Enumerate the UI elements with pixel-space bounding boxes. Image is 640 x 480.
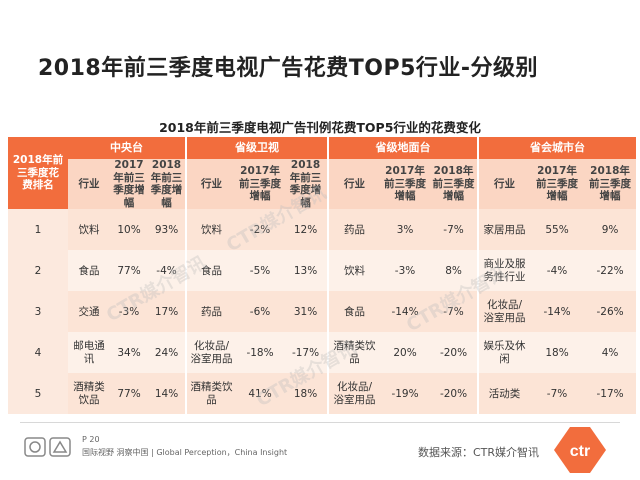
industry-cell: 娱乐及休闲 — [477, 332, 531, 374]
rank-cell: 3 — [8, 291, 68, 333]
growth-2017-cell: -7% — [546, 387, 568, 400]
rank-cell: 1 — [8, 209, 68, 251]
growth-2017-cell: 77% — [117, 387, 141, 400]
growth-2018-cell: 12% — [293, 223, 318, 236]
growth-2018-cell: 14% — [154, 387, 179, 400]
certification-badges-icon — [24, 437, 71, 457]
industry-cell: 食品 — [185, 250, 237, 292]
table-row: 4 邮电通讯 34% 24% 化妆品/浴室用品 -18% -17% 酒精类饮品 20% -20% 娱… — [8, 332, 637, 374]
growth-2018-cell: 31% — [293, 305, 318, 318]
growth-2017-cell: -5% — [249, 264, 271, 277]
growth-2017-cell: -3% — [394, 264, 416, 277]
growth-2018-cell: 9% — [601, 223, 619, 236]
industry-cell: 食品 — [78, 264, 100, 277]
growth-2017-cell: -18% — [246, 346, 274, 359]
growth-2017-cell: -3% — [118, 305, 140, 318]
growth-2017-cell: 3% — [396, 223, 414, 236]
growth-2018-cell: 4% — [601, 346, 619, 359]
subheader-industry: 行业 — [327, 159, 381, 210]
growth-2017-cell: -2% — [249, 223, 271, 236]
subheader-2018-growth: 2018年前三季度增幅 — [150, 159, 183, 209]
growth-2018-cell: 93% — [154, 223, 179, 236]
growth-2017-cell: 55% — [545, 223, 569, 236]
table-row: 5 酒精类饮品 77% 14% 酒精类饮品 41% 18% 化妆品/浴室用品 -19% -20% 活… — [8, 373, 637, 415]
subheader-2017-growth: 2017年前三季度增幅 — [536, 165, 579, 203]
growth-2018-cell: -22% — [596, 264, 624, 277]
group-header-provincial-satellite: 省级卫视 — [185, 137, 329, 159]
table-title: 2018年前三季度电视广告刊例花费TOP5行业的花费变化 — [159, 120, 481, 135]
growth-2017-cell: -6% — [249, 305, 271, 318]
industry-cell: 商业及服务性行业 — [477, 250, 531, 292]
growth-2017-cell: -14% — [543, 305, 571, 318]
growth-2018-cell: -17% — [291, 346, 320, 359]
footer-divider — [20, 422, 620, 423]
ad-spend-table: 2018年前三季度花费排名 中央台 省级卫视 省级地面台 省会城市台 行业 20… — [8, 137, 637, 415]
growth-2018-cell: -17% — [596, 387, 624, 400]
rank-cell: 2 — [8, 250, 68, 292]
page-number: P 20 — [82, 435, 100, 444]
ctr-logo: ctr — [554, 427, 606, 473]
table-row: 2 食品 77% -4% 食品 -5% 13% 饮料 -3% 8% 商业及服务性行业 -4% -22% — [8, 250, 637, 292]
industry-cell: 药品 — [185, 291, 237, 333]
rank-header: 2018年前三季度花费排名 — [8, 137, 68, 210]
growth-2018-cell: -20% — [439, 387, 468, 400]
svg-text:ctr: ctr — [570, 443, 590, 460]
industry-cell: 邮电通讯 — [73, 340, 105, 365]
footer-tagline: 国际视野 洞察中国 | Global Perception，China Insi… — [82, 448, 288, 457]
growth-2017-cell: 34% — [117, 346, 141, 359]
growth-2018-cell: -26% — [596, 305, 624, 318]
growth-2018-cell: -7% — [443, 305, 464, 318]
subheader-industry: 行业 — [477, 159, 531, 210]
growth-2018-cell: 17% — [154, 305, 179, 318]
subheader-2017-growth: 2017年前三季度增幅 — [239, 165, 282, 203]
industry-cell: 交通 — [78, 305, 100, 318]
table-row: 1 饮料 10% 93% 饮料 -2% 12% 药品 3% -7% 家居用品 55% 9% — [8, 209, 637, 251]
industry-cell: 酒精类饮品 — [185, 373, 237, 415]
industry-cell: 家居用品 — [477, 209, 531, 251]
industry-cell: 活动类 — [477, 373, 531, 415]
growth-2017-cell: 10% — [117, 223, 141, 236]
data-source: 数据来源：CTR媒介智讯 — [418, 446, 540, 459]
subheader-industry: 行业 — [185, 159, 237, 210]
industry-cell: 化妆品/浴室用品 — [185, 332, 237, 374]
growth-2018-cell: 18% — [293, 387, 318, 400]
growth-2017-cell: -19% — [391, 387, 419, 400]
rank-cell: 5 — [8, 373, 68, 415]
growth-2018-cell: -7% — [443, 223, 464, 236]
subheader-industry: 行业 — [78, 177, 100, 190]
growth-2017-cell: 77% — [117, 264, 141, 277]
growth-2017-cell: -14% — [391, 305, 419, 318]
growth-2017-cell: 20% — [393, 346, 417, 359]
growth-2017-cell: 41% — [248, 387, 272, 400]
rank-cell: 4 — [8, 332, 68, 374]
page-title: 2018年前三季度电视广告花费TOP5行业-分级别 — [38, 56, 539, 81]
subheader-2017-growth: 2017年前三季度增幅 — [113, 159, 145, 209]
industry-cell: 饮料 — [185, 209, 237, 251]
industry-cell: 酒精类饮品 — [327, 332, 381, 374]
industry-cell: 化妆品/浴室用品 — [327, 373, 381, 415]
growth-2018-cell: -4% — [156, 264, 177, 277]
growth-2018-cell: 24% — [154, 346, 179, 359]
industry-cell: 药品 — [327, 209, 381, 251]
industry-cell: 酒精类饮品 — [73, 381, 105, 406]
growth-2018-cell: 8% — [445, 264, 462, 277]
subheader-2018-growth: 2018年前三季度增幅 — [589, 165, 632, 203]
group-header-provincial-terrestrial: 省级地面台 — [327, 137, 479, 159]
subheader-2017-growth: 2017年前三季度增幅 — [384, 165, 427, 203]
growth-2017-cell: 18% — [545, 346, 569, 359]
growth-2017-cell: -4% — [546, 264, 568, 277]
growth-2018-cell: 13% — [293, 264, 318, 277]
industry-cell: 食品 — [327, 291, 381, 333]
growth-2018-cell: -20% — [439, 346, 468, 359]
subheader-2018-growth: 2018年前三季度增幅 — [432, 165, 475, 203]
table-row: 3 交通 -3% 17% 药品 -6% 31% 食品 -14% -7% 化妆品/浴室用品 -14% -2… — [8, 291, 637, 333]
industry-cell: 饮料 — [78, 223, 100, 236]
group-header-cctv: 中央台 — [110, 141, 143, 155]
subheader-2018-growth: 2018年前三季度增幅 — [289, 159, 322, 209]
industry-cell: 饮料 — [327, 250, 381, 292]
group-header-provincial-capital: 省会城市台 — [477, 137, 637, 159]
industry-cell: 化妆品/浴室用品 — [477, 291, 531, 333]
